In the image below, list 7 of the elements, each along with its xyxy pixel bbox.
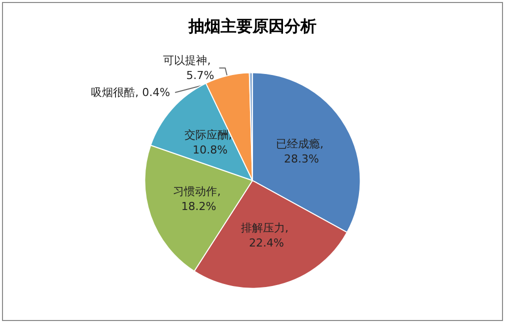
slice-label: 交际应酬, 10.8%	[184, 128, 236, 157]
slice-label: 可以提神, 5.7%	[163, 54, 214, 82]
slice-label: 排解压力, 22.4%	[241, 222, 292, 250]
slice-label: 吸烟很酷, 0.4%	[91, 86, 170, 100]
slice-label: 习惯动作, 18.2%	[173, 185, 224, 214]
slice-label: 已经成瘾, 28.3%	[276, 138, 327, 166]
chart-title: 抽烟主要原因分析	[188, 16, 316, 36]
